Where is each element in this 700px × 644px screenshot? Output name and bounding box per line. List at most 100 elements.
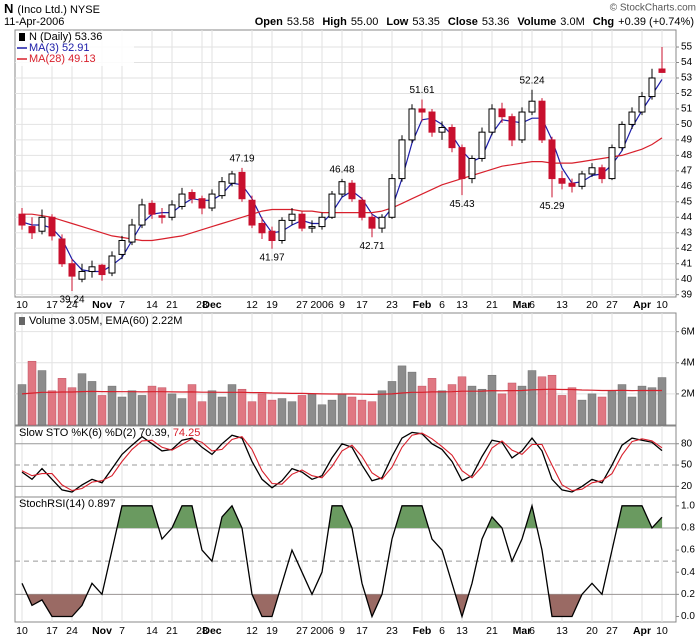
volume-bar bbox=[107, 385, 117, 426]
x-tick-label: 10 bbox=[16, 299, 28, 311]
x-tick-label: Nov bbox=[92, 625, 112, 637]
y-tick-label: 50 bbox=[681, 460, 693, 471]
x-tick-label: 7 bbox=[119, 625, 125, 637]
candle-body bbox=[328, 193, 336, 218]
x-tick-label: 13 bbox=[456, 299, 468, 311]
y-tick-label: 44 bbox=[681, 212, 693, 223]
x-tick-label: 10 bbox=[656, 299, 668, 311]
volume-bar bbox=[227, 384, 237, 426]
candle-body bbox=[568, 182, 576, 187]
upper-fill bbox=[22, 505, 662, 528]
candle-body bbox=[378, 216, 386, 229]
y-tick-label: 55 bbox=[681, 42, 693, 53]
x-tick-label: Feb bbox=[413, 625, 432, 637]
candle-body bbox=[228, 173, 236, 184]
x-tick-label: 7 bbox=[119, 299, 125, 311]
volume-bar bbox=[627, 396, 637, 426]
x-tick-label: 9 bbox=[339, 625, 345, 637]
x-tick-label: 20 bbox=[586, 625, 598, 637]
candle-body bbox=[68, 263, 76, 277]
stat-value: 53.58 bbox=[287, 16, 315, 28]
volume-bar bbox=[87, 381, 97, 426]
x-tick-label: Dec bbox=[202, 625, 221, 637]
y-tick-label: 0.0 bbox=[681, 611, 695, 622]
x-tick-label: 21 bbox=[486, 625, 498, 637]
stat-label: Low bbox=[386, 16, 408, 28]
y-tick-label: 53 bbox=[681, 73, 693, 84]
candle-body bbox=[188, 192, 196, 200]
candle-body bbox=[128, 224, 136, 243]
legend-name: N (Daily) bbox=[29, 31, 72, 43]
stat-label: Volume bbox=[517, 16, 556, 28]
volume-bar bbox=[157, 387, 167, 426]
volume-bar bbox=[197, 401, 207, 426]
x-tick-label: 13 bbox=[556, 625, 568, 637]
extreme-label: 41.97 bbox=[259, 252, 284, 263]
x-tick-label: Mar bbox=[513, 299, 532, 311]
volume-bar bbox=[407, 371, 417, 426]
candle-body bbox=[318, 216, 326, 228]
candle-body bbox=[618, 123, 626, 149]
stat-value: 53.36 bbox=[482, 16, 510, 28]
y-tick-label: 0.2 bbox=[681, 589, 695, 600]
candle-body bbox=[658, 68, 666, 73]
candle-body bbox=[648, 77, 656, 98]
volume-bar bbox=[327, 399, 337, 426]
x-tick-label: 27 bbox=[606, 625, 618, 637]
legend-symbol bbox=[19, 33, 25, 41]
x-tick-label: 23 bbox=[386, 625, 398, 637]
legend-box bbox=[16, 31, 134, 66]
stat-value: +0.39 (+0.74%) bbox=[618, 16, 694, 28]
candle-body bbox=[478, 131, 486, 159]
legend-symbol bbox=[19, 317, 25, 325]
candle-body bbox=[598, 167, 606, 180]
volume-bar bbox=[447, 384, 457, 426]
x-tick-label: 2006 bbox=[310, 625, 334, 637]
candle-body bbox=[88, 266, 96, 272]
legend-value: 52.91 bbox=[62, 42, 90, 54]
y-tick-label: 0.8 bbox=[681, 523, 695, 534]
y-tick-label: 80 bbox=[681, 438, 693, 449]
volume-bar bbox=[137, 395, 147, 426]
candle-body bbox=[138, 204, 146, 226]
panel-value: 70.39 bbox=[139, 427, 167, 439]
date: 11-Apr-2006 bbox=[4, 16, 64, 28]
x-tick-label: 27 bbox=[606, 299, 618, 311]
x-tick-label: Dec bbox=[202, 299, 221, 311]
candle-body bbox=[368, 216, 376, 229]
legend-name: MA(28) bbox=[29, 53, 65, 65]
candle-body bbox=[488, 108, 496, 133]
candle-body bbox=[518, 111, 526, 141]
volume-bar bbox=[427, 378, 437, 426]
y-tick-label: 48 bbox=[681, 150, 693, 161]
volume-bar bbox=[397, 365, 407, 426]
y-tick-label: 43 bbox=[681, 227, 693, 238]
x-tick-label: 17 bbox=[46, 299, 58, 311]
extreme-label: 45.43 bbox=[449, 199, 474, 210]
volume-bar bbox=[517, 385, 527, 426]
stat-label: Chg bbox=[593, 16, 614, 28]
candle-body bbox=[168, 204, 176, 218]
stat-label: Open bbox=[255, 16, 283, 28]
volume-bar bbox=[297, 395, 307, 426]
candle-body bbox=[218, 181, 226, 197]
candle-body bbox=[338, 181, 346, 195]
candle-body bbox=[58, 238, 66, 265]
extreme-label: 46.48 bbox=[329, 165, 354, 176]
volume-bar bbox=[377, 390, 387, 426]
candle-body bbox=[288, 213, 296, 221]
legend-entry: N (Daily) 53.36 bbox=[29, 31, 102, 43]
candle-body bbox=[238, 171, 246, 200]
x-tick-label: 6 bbox=[439, 299, 445, 311]
credit: © StockCharts.com bbox=[610, 3, 696, 14]
volume-bar bbox=[167, 393, 177, 426]
candle-body bbox=[398, 139, 406, 180]
candle-body bbox=[508, 116, 516, 141]
candle-body bbox=[48, 216, 56, 237]
indicator-line bbox=[21, 431, 663, 493]
panel-value: 74.25 bbox=[173, 427, 201, 439]
extreme-label: 47.19 bbox=[229, 154, 254, 165]
volume-bar bbox=[467, 385, 477, 426]
volume-bar bbox=[647, 387, 657, 426]
volume-bar bbox=[597, 396, 607, 426]
